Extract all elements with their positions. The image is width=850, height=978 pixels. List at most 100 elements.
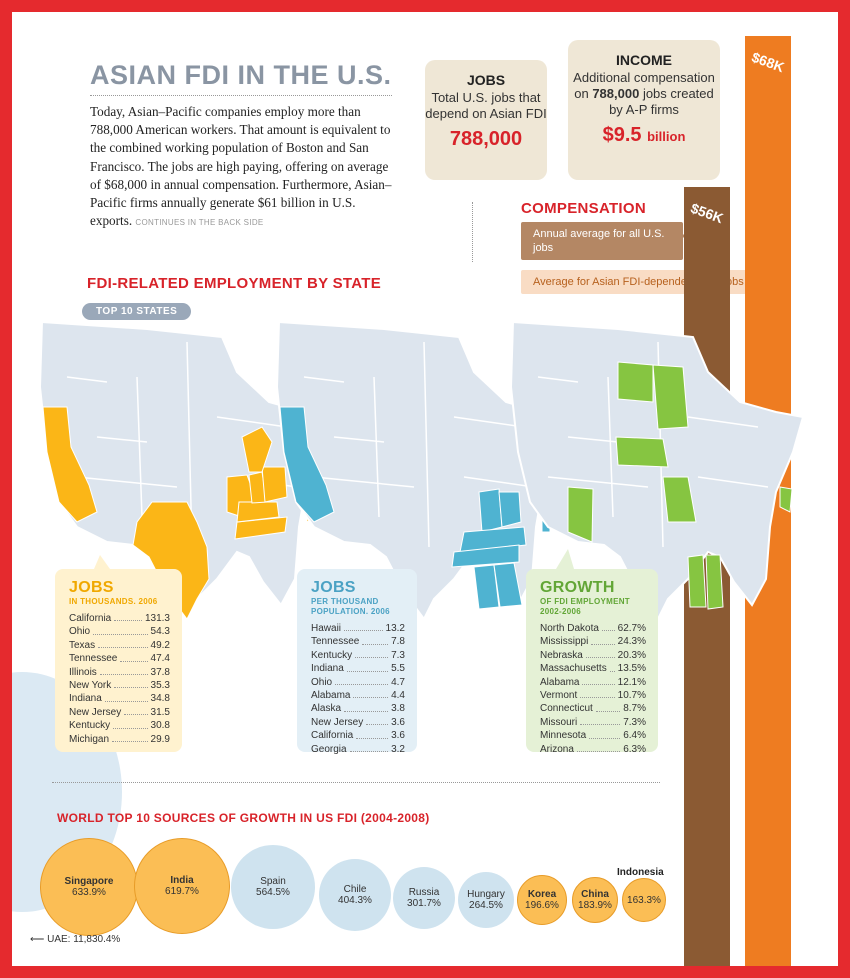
row-name: New Jersey — [69, 706, 122, 718]
comp-all-arrow — [671, 222, 685, 250]
table-row: Michigan 29.9 — [69, 733, 170, 746]
top-states-badge: TOP 10 STATES — [82, 303, 192, 320]
row-value: 4.4 — [391, 690, 405, 702]
row-name: Hawaii — [311, 623, 342, 634]
row-value: 10.7% — [617, 690, 646, 702]
row-name: Kentucky — [311, 649, 353, 661]
row-value: 6.4% — [623, 730, 646, 742]
row-leader — [112, 733, 148, 743]
table-row: Hawaii 13.2 — [311, 622, 405, 635]
bubble-hungary: Hungary 264.5% — [458, 872, 514, 928]
row-value: 7.8 — [391, 636, 405, 648]
row-value: 24.3% — [617, 636, 646, 648]
income-heading: INCOME — [616, 52, 672, 68]
table-subtitle: IN THOUSANDS. 2006 — [69, 597, 158, 606]
row-value: 35.3 — [150, 680, 170, 692]
row-name: Alabama — [540, 676, 580, 688]
bubbles-heading: WORLD TOP 10 SOURCES OF GROWTH IN US FDI… — [57, 811, 430, 825]
page-title: ASIAN FDI IN THE U.S. — [90, 60, 392, 90]
left-arrow-icon: ⟵ — [30, 934, 45, 945]
income-text-before: Additional compensation on — [573, 70, 715, 101]
row-leader — [362, 635, 389, 645]
bubble-value: 564.5% — [256, 887, 290, 898]
us-map-growth — [509, 320, 805, 621]
table-subtitle: OF FDI EMPLOYMENT 2002-2006 — [540, 597, 630, 616]
row-leader — [601, 622, 615, 632]
row-leader — [99, 666, 148, 676]
us-map-jobs-per-thousand — [275, 320, 561, 621]
intro-text: Today, Asian–Pacific companies employ mo… — [90, 104, 392, 229]
row-leader — [335, 676, 389, 686]
table-row: California 131.3 — [69, 612, 170, 625]
row-name: California — [311, 730, 354, 742]
row-name: New York — [69, 680, 112, 692]
row-value: 4.7 — [391, 676, 405, 688]
row-name: Arizona — [540, 743, 574, 755]
jobs-thousands-table: JOBS IN THOUSANDS. 2006 California 131.3 O… — [55, 569, 182, 752]
row-leader — [353, 689, 389, 699]
row-value: 3.8 — [391, 703, 405, 715]
bubble-name: China — [581, 889, 609, 900]
row-leader — [344, 702, 389, 712]
table-row: Connecticut 8.7% — [540, 702, 646, 715]
table-row: Indiana 5.5 — [311, 662, 405, 675]
row-value: 54.3 — [150, 626, 170, 638]
growth-table-pointer — [556, 549, 574, 569]
table-heading: JOBS — [69, 579, 114, 596]
row-value: 31.5 — [150, 706, 170, 718]
row-leader — [609, 662, 615, 672]
row-leader — [113, 719, 148, 729]
table-row: California 3.6 — [311, 729, 405, 742]
bubble-chile: Chile 404.3% — [319, 859, 391, 931]
row-leader — [580, 716, 621, 726]
row-leader — [344, 622, 383, 632]
row-value: 131.3 — [144, 613, 170, 624]
table-row: Alabama 12.1% — [540, 676, 646, 689]
row-value: 6.3% — [623, 743, 646, 755]
row-value: 30.8 — [150, 720, 170, 732]
row-name: Ohio — [69, 626, 91, 638]
row-name: Vermont — [540, 690, 578, 702]
row-leader — [120, 652, 148, 662]
row-name: North Dakota — [540, 623, 599, 634]
row-leader — [366, 716, 389, 726]
table-row: Massachusetts 13.5% — [540, 662, 646, 675]
bubble-value: 404.3% — [338, 895, 372, 906]
table-row: Kentucky 30.8 — [69, 719, 170, 732]
bubble-name-indonesia: Indonesia — [617, 867, 664, 878]
table-row: Ohio 54.3 — [69, 625, 170, 638]
bubble-russia: Russia 301.7% — [393, 867, 455, 929]
row-leader — [576, 743, 621, 753]
bubble-name: Spain — [260, 876, 286, 887]
row-leader — [589, 729, 621, 739]
us-map-jobs — [38, 320, 324, 621]
jobs-summary-box: JOBS Total U.S. jobs that depend on Asia… — [425, 60, 547, 180]
uae-note-text: UAE: 11,830.4% — [47, 934, 121, 945]
compensation-heading: COMPENSATION — [521, 200, 646, 217]
row-name: Connecticut — [540, 703, 593, 715]
infographic-page: ASIAN FDI IN THE U.S. Today, Asian–Pacif… — [12, 12, 838, 966]
table-row: Tennessee 47.4 — [69, 652, 170, 665]
table-row: New York 35.3 — [69, 679, 170, 692]
row-name: Georgia — [311, 743, 347, 755]
row-value: 20.3% — [617, 649, 646, 661]
bubble-name: Chile — [343, 884, 367, 895]
row-name: Tennessee — [69, 653, 118, 665]
jobs-value: 788,000 — [449, 128, 523, 150]
table-row: North Dakota 62.7% — [540, 622, 646, 635]
row-name: Minnesota — [540, 730, 587, 742]
row-name: Mississippi — [540, 636, 589, 648]
table-row: Ohio 4.7 — [311, 676, 405, 689]
row-name: Missouri — [540, 716, 578, 728]
bubble-china: China 183.9% — [572, 877, 618, 923]
row-value: 13.5% — [617, 663, 646, 675]
section-divider — [52, 782, 660, 783]
row-name: Michigan — [69, 733, 110, 745]
table-row: New Jersey 3.6 — [311, 716, 405, 729]
table-row: Arizona 6.3% — [540, 743, 646, 756]
table-row: Tennessee 7.8 — [311, 635, 405, 648]
row-leader — [356, 729, 389, 739]
table-subtitle: PER THOUSAND POPULATION. 2006 — [311, 597, 390, 616]
bubble-indonesia: 163.3% — [622, 878, 666, 922]
table-row: Mississippi 24.3% — [540, 635, 646, 648]
